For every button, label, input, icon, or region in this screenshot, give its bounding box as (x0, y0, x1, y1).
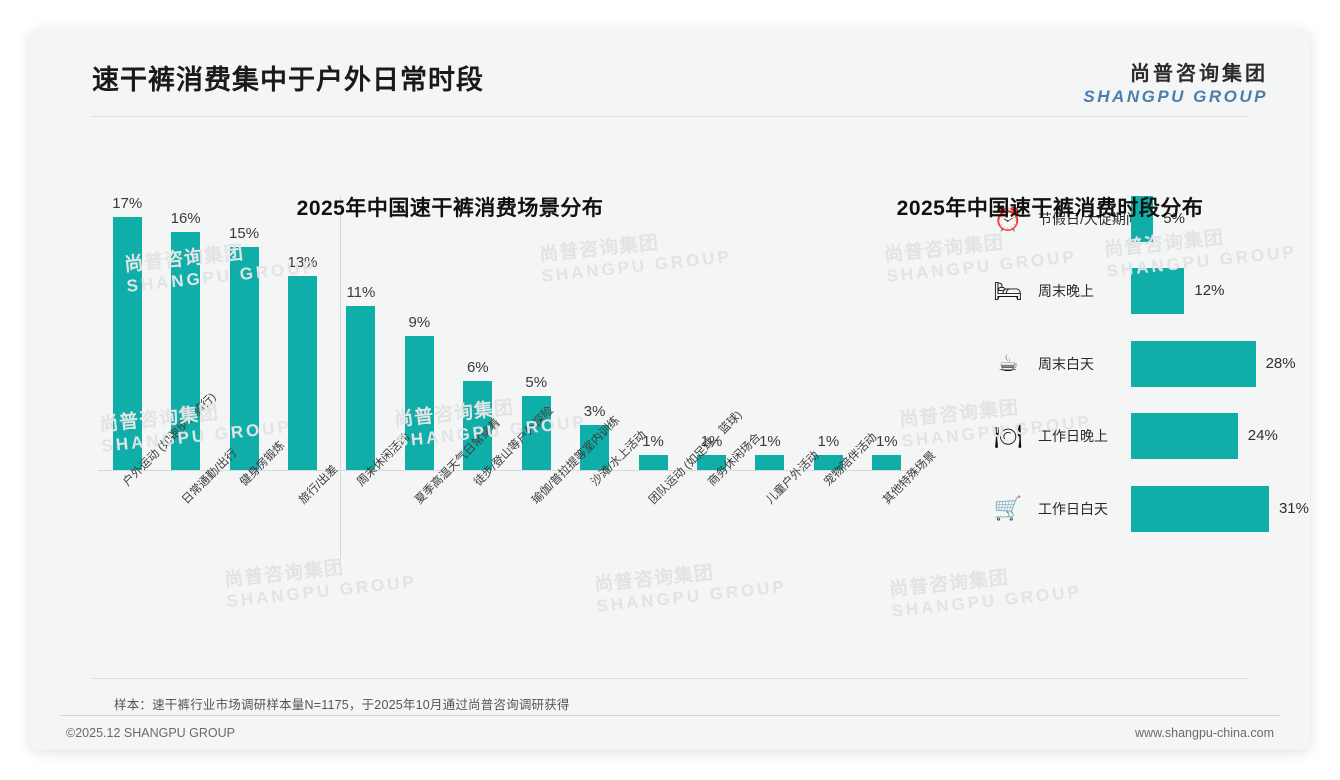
bar-rect (813, 455, 843, 470)
bar-value-label: 5% (525, 373, 548, 391)
bar-rect (697, 455, 726, 470)
bar-value-label: 6% (466, 358, 489, 376)
alarm-clock-icon: ⏰ (993, 205, 1023, 232)
scene-distribution-chart: 2025年中国速干裤消费场景分布 (90, 126, 810, 686)
vertical-bar: 13% (287, 180, 318, 470)
vertical-bars-container: 17% 16% 15% 13% 11% 9% 6% 5% 3% 1% 1% 1% 1% 1% (98, 180, 916, 470)
bar-value-label: 1% (642, 433, 664, 451)
bar-rect (229, 246, 259, 470)
vertical-bar: 1% (638, 180, 668, 470)
coffee-mug-icon: ☕ (997, 350, 1019, 377)
vertical-bar: 6% (463, 180, 493, 470)
bar-rect (1131, 485, 1269, 532)
bar-value-label: 24% (1247, 427, 1278, 445)
left-chart-title: 2025年中国速干裤消费场景分布 (296, 197, 604, 220)
bar-rect (346, 306, 376, 470)
right-chart-title: 2025年中国速干裤消费时段分布 (896, 197, 1204, 220)
slide-header: 速干裤消费集中于户外日常时段 尚普咨询集团 SHANGPU GROUP (30, 30, 1310, 118)
bar-rect (521, 395, 551, 470)
bar-value-label: 1% (817, 433, 840, 451)
bar-rect (580, 425, 610, 470)
horizontal-chart-axis (340, 196, 341, 558)
dinner-plate-icon: 🍽 (993, 422, 1023, 449)
footer-divider (60, 715, 1280, 716)
bar-rect (404, 336, 434, 470)
bar-value-label: 28% (1265, 354, 1296, 372)
bar-rect (1131, 196, 1154, 242)
bar-rect (1131, 268, 1185, 315)
bar-rect (1131, 340, 1256, 387)
vertical-bar: 1% (697, 180, 726, 470)
bar-rect (288, 276, 317, 470)
horizontal-bar-row: ☕ 周末白天 28% (30, 340, 1310, 387)
bar-value-label: 31% (1278, 499, 1309, 517)
vertical-bar: 3% (580, 180, 610, 470)
bed-icon: 🛏 (993, 277, 1023, 304)
vertical-bar: 5% (521, 180, 551, 470)
vertical-chart-baseline (98, 470, 916, 471)
vertical-bar: 11% (346, 180, 376, 470)
copyright-text: ©2025.12 SHANGPU GROUP (66, 726, 235, 740)
bar-value-label: 3% (583, 403, 606, 421)
slide-footer: ©2025.12 SHANGPU GROUP www.shangpu-china… (30, 716, 1310, 750)
bar-value-label: 17% (112, 194, 143, 212)
time-distribution-chart: 2025年中国速干裤消费时段分布 (820, 126, 1280, 686)
bar-value-label: 1% (875, 433, 898, 451)
slide-card: 尚普咨询集团 SHANGPU GROUP 尚普咨询集团 SHANGPU GROU… (30, 30, 1310, 750)
bar-rect (463, 380, 493, 470)
vertical-bar: 1% (813, 180, 843, 470)
bar-value-label: 9% (408, 314, 431, 331)
vertical-bar: 9% (404, 180, 434, 470)
bar-rect (171, 231, 201, 470)
bar-rect (1131, 413, 1238, 460)
vertical-bar: 16% (170, 180, 201, 470)
footnote-divider (92, 678, 1248, 679)
shopping-cart-icon: 🛒 (993, 495, 1023, 522)
bar-value-label: 12% (1194, 282, 1225, 300)
brand-logo: 尚普咨询集团 SHANGPU GROUP (1083, 57, 1268, 107)
bar-rect (872, 455, 902, 470)
bar-value-label: 15% (229, 224, 260, 242)
logo-english-name: SHANGPU GROUP (1083, 87, 1268, 106)
bar-value-label: 16% (170, 209, 201, 227)
horizontal-bar-row: 🛒 工作日白天 31% (30, 485, 1310, 532)
bar-value-label: 1% (759, 433, 781, 451)
logo-chinese-name: 尚普咨询集团 (1130, 63, 1268, 85)
vertical-bar: 1% (755, 180, 785, 470)
bar-value-label: 11% (346, 284, 376, 302)
horizontal-bar-row: 🛏 周末晚上 12% (30, 268, 1310, 315)
bar-rect (755, 455, 785, 470)
page-title: 速干裤消费集中于户外日常时段 (92, 65, 484, 95)
bar-rect (112, 216, 142, 470)
bar-value-label: 13% (287, 254, 318, 272)
bar-value-label: 1% (700, 433, 723, 451)
vertical-bar: 15% (229, 180, 260, 470)
header-divider (92, 116, 1248, 117)
horizontal-bar-row: 🍽 工作日晚上 24% (30, 413, 1310, 460)
vertical-bar: 17% (112, 180, 143, 470)
website-link[interactable]: www.shangpu-china.com (1135, 726, 1274, 740)
horizontal-bar-row: ⏰ 节假日/大促期间 5% (30, 196, 1310, 242)
sample-footnote: 样本：速干裤行业市场调研样本量N=1175，于2025年10月通过尚普咨询调研获… (114, 698, 570, 712)
bar-rect (638, 455, 668, 470)
bar-value-label: 5% (1163, 210, 1185, 227)
vertical-bar: 1% (872, 180, 902, 470)
